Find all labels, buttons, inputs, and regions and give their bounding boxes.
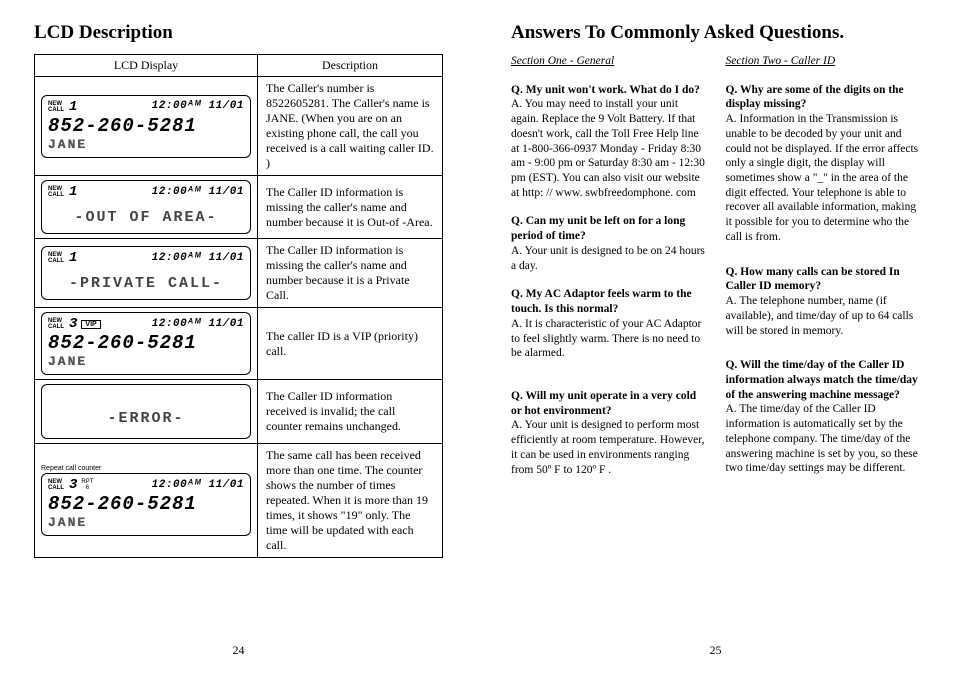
answer: A. Information in the Transmission is un… <box>726 112 921 244</box>
call-index: 1 <box>67 185 78 199</box>
right-page: Answers To Commonly Asked Questions. Sec… <box>477 0 954 676</box>
qa-block: Q. Will the time/day of the Caller ID in… <box>726 358 921 476</box>
lcd-display-cell: -ERROR- <box>35 380 258 444</box>
description-cell: The Caller ID information received is in… <box>258 380 443 444</box>
faq-column-two: Section Two - Caller ID Q. Why are some … <box>726 54 921 491</box>
lcd-display-cell: NEW CALL 1 12:00ᴬᴹ 11/01 852-260-5281 JA… <box>35 77 258 176</box>
time-date: 12:00ᴬᴹ 11/01 <box>152 319 244 330</box>
new-call-indicator: NEW CALL <box>48 479 64 491</box>
lcd-message: -OUT OF AREA- <box>48 199 244 228</box>
lcd-table: LCD Display Description NEW CALL 1 12:00… <box>34 54 443 558</box>
new-call-indicator: NEW CALL <box>48 318 64 330</box>
lcd-screen: NEW CALL 3 VIP 12:00ᴬᴹ 11/01 852-260-528… <box>41 312 251 375</box>
caller-name: JANE <box>48 354 244 369</box>
table-row: NEW CALL 1 12:00ᴬᴹ 11/01 852-260-5281 JA… <box>35 77 443 176</box>
lcd-screen: NEW CALL 1 12:00ᴬᴹ 11/01 -PRIVATE CALL- <box>41 246 251 300</box>
lcd-display-cell: NEW CALL 1 12:00ᴬᴹ 11/01 -OUT OF AREA- <box>35 176 258 239</box>
right-title: Answers To Commonly Asked Questions. <box>511 22 920 44</box>
section-heading: Section One - General <box>511 54 706 69</box>
lcd-display-cell: NEW CALL 1 12:00ᴬᴹ 11/01 -PRIVATE CALL- <box>35 239 258 308</box>
qa-block: Q. My unit won't work. What do I do? A. … <box>511 83 706 201</box>
page-number-right: 25 <box>477 643 954 658</box>
table-header-row: LCD Display Description <box>35 55 443 77</box>
answer: A. The telephone number, name (if availa… <box>726 294 921 338</box>
col-header-desc: Description <box>258 55 443 77</box>
question: Q. How many calls can be stored In Calle… <box>726 265 921 294</box>
left-page: LCD Description LCD Display Description … <box>0 0 477 676</box>
page-spread: LCD Description LCD Display Description … <box>0 0 954 676</box>
lcd-screen: NEW CALL 1 12:00ᴬᴹ 11/01 852-260-5281 JA… <box>41 95 251 158</box>
vip-badge: VIP <box>81 320 100 329</box>
description-cell: The caller ID is a VIP (priority) call. <box>258 308 443 380</box>
call-index: 1 <box>67 251 78 265</box>
table-row: NEW CALL 1 12:00ᴬᴹ 11/01 -PRIVATE CALL- … <box>35 239 443 308</box>
lcd-screen: NEW CALL 1 12:00ᴬᴹ 11/01 -OUT OF AREA- <box>41 180 251 234</box>
question: Q. Will my unit operate in a very cold o… <box>511 389 706 418</box>
faq-columns: Section One - General Q. My unit won't w… <box>511 54 920 491</box>
answer: A. You may need to install your unit aga… <box>511 97 706 200</box>
lcd-screen: NEW CALL 3 RPT 6 12:00ᴬᴹ 11/01 852-260-5… <box>41 473 251 536</box>
qa-block: Q. Can my unit be left on for a long per… <box>511 214 706 273</box>
time-date: 12:00ᴬᴹ 11/01 <box>152 101 244 112</box>
call-index: 1 <box>67 100 78 114</box>
description-cell: The Caller ID information is missing the… <box>258 176 443 239</box>
qa-block: Q. How many calls can be stored In Calle… <box>726 265 921 339</box>
call-index: 3 <box>67 478 78 492</box>
time-date: 12:00ᴬᴹ 11/01 <box>152 253 244 264</box>
question: Q. Will the time/day of the Caller ID in… <box>726 358 921 402</box>
repeat-counter: RPT 6 <box>81 479 93 491</box>
table-row: Repeat call counter NEW CALL 3 RPT 6 12:… <box>35 444 443 558</box>
question: Q. Can my unit be left on for a long per… <box>511 214 706 243</box>
caller-number: 852-260-5281 <box>48 115 244 137</box>
new-call-indicator: NEW CALL <box>48 252 64 264</box>
faq-column-one: Section One - General Q. My unit won't w… <box>511 54 706 491</box>
new-call-indicator: NEW CALL <box>48 101 64 113</box>
caller-number: 852-260-5281 <box>48 493 244 515</box>
annotation: Repeat call counter <box>41 465 251 472</box>
left-title: LCD Description <box>34 22 443 44</box>
time-date: 12:00ᴬᴹ 11/01 <box>152 187 244 198</box>
caller-number: 852-260-5281 <box>48 332 244 354</box>
answer: A. Your unit is designed to perform most… <box>511 418 706 477</box>
qa-block: Q. Will my unit operate in a very cold o… <box>511 389 706 477</box>
question: Q. Why are some of the digits on the dis… <box>726 83 921 112</box>
col-header-display: LCD Display <box>35 55 258 77</box>
caller-name: JANE <box>48 137 244 152</box>
lcd-display-cell: NEW CALL 3 VIP 12:00ᴬᴹ 11/01 852-260-528… <box>35 308 258 380</box>
lcd-message: -PRIVATE CALL- <box>48 265 244 294</box>
lcd-screen: -ERROR- <box>41 384 251 439</box>
answer: A. The time/day of the Caller ID informa… <box>726 402 921 476</box>
lcd-display-cell: Repeat call counter NEW CALL 3 RPT 6 12:… <box>35 444 258 558</box>
qa-block: Q. Why are some of the digits on the dis… <box>726 83 921 245</box>
section-heading: Section Two - Caller ID <box>726 54 921 69</box>
table-row: NEW CALL 3 VIP 12:00ᴬᴹ 11/01 852-260-528… <box>35 308 443 380</box>
description-cell: The same call has been received more tha… <box>258 444 443 558</box>
lcd-message: -ERROR- <box>48 400 244 429</box>
table-row: -ERROR- The Caller ID information receiv… <box>35 380 443 444</box>
question: Q. My AC Adaptor feels warm to the touch… <box>511 287 706 316</box>
qa-block: Q. My AC Adaptor feels warm to the touch… <box>511 287 706 361</box>
page-number-left: 24 <box>0 643 477 658</box>
caller-name: JANE <box>48 515 244 530</box>
description-cell: The Caller's number is 8522605281. The C… <box>258 77 443 176</box>
time-date: 12:00ᴬᴹ 11/01 <box>152 480 244 491</box>
description-cell: The Caller ID information is missing the… <box>258 239 443 308</box>
table-row: NEW CALL 1 12:00ᴬᴹ 11/01 -OUT OF AREA- T… <box>35 176 443 239</box>
question: Q. My unit won't work. What do I do? <box>511 83 706 98</box>
new-call-indicator: NEW CALL <box>48 186 64 198</box>
answer: A. It is characteristic of your AC Adapt… <box>511 317 706 361</box>
call-index: 3 <box>67 317 78 331</box>
answer: A. Your unit is designed to be on 24 hou… <box>511 244 706 273</box>
